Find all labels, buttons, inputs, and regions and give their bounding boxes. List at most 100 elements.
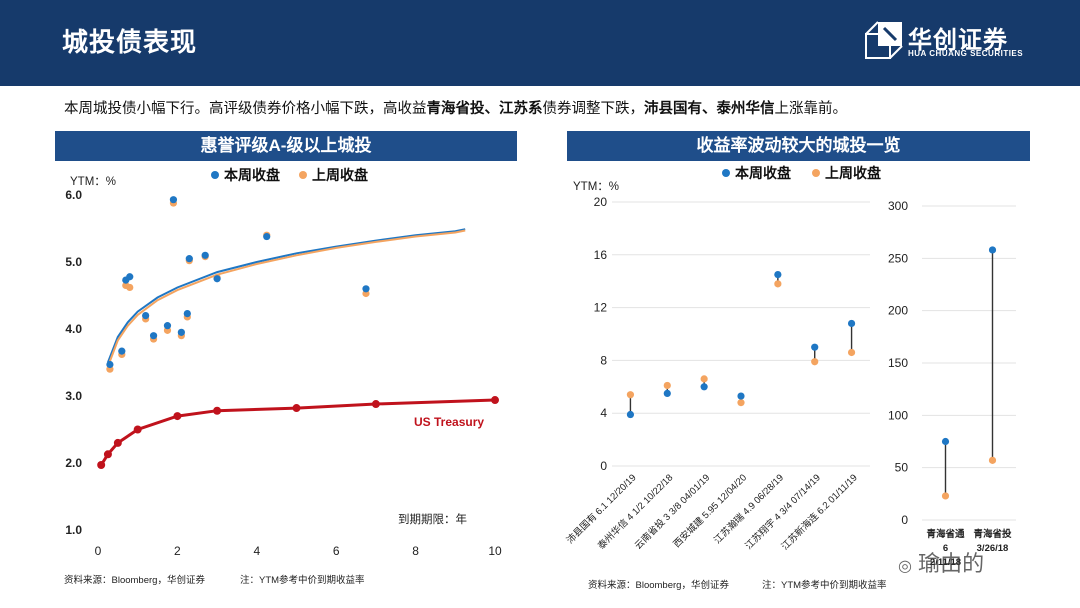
data-point (811, 343, 819, 351)
data-point (126, 273, 134, 281)
x-tick-label: 江苏瀚瑞 4.9 06/28/19 (711, 472, 786, 547)
treasury-label: US Treasury (414, 415, 484, 429)
x-tick-label: 云南省投 3 3/8 04/01/19 (632, 472, 712, 552)
left-source: 资料来源：Bloomberg，华创证券 (64, 575, 205, 586)
left-chart: 1.0 2.0 3.0 4.0 5.0 6.0 0 2 4 6 8 10 YTM：% 到期期限：年 本周收盘… (65, 167, 502, 558)
treasury-point (97, 461, 106, 470)
y-tick-label: 8 (600, 353, 607, 367)
fit-line (106, 229, 466, 367)
data-point (737, 399, 745, 407)
x-tick-label: 泰州华信 4 1/2 10/22/18 (595, 472, 675, 552)
legend-marker (812, 169, 820, 177)
x-tick-label-right: 青海省投 (973, 528, 1012, 540)
data-point (941, 437, 950, 446)
y-axis-label: YTM：% (70, 176, 116, 188)
data-point (185, 255, 193, 263)
logo-text-cn: 华创证券 (908, 27, 1008, 54)
x-axis-label: 到期期限：年 (398, 512, 467, 526)
data-point (142, 312, 150, 320)
x-tick-label: 4 (253, 544, 260, 558)
x-tick-label: 沛县国有 6.1 12/20/19 (564, 472, 639, 547)
data-point (988, 456, 997, 464)
data-point (169, 196, 178, 204)
treasury-point (292, 404, 301, 413)
data-point (700, 375, 708, 383)
data-point (811, 358, 819, 366)
wechat-icon: ◎ (898, 558, 912, 575)
data-point (263, 232, 271, 241)
logo-mark-icon (865, 21, 903, 59)
y-tick-label: 3.0 (65, 389, 82, 403)
data-point (126, 283, 134, 292)
legend-marker (211, 171, 219, 179)
x-tick-label: 江苏新海连 6.2 01/11/19 (779, 472, 860, 553)
data-point (201, 251, 209, 259)
right-source: 资料来源：Bloomberg，华创证券 (588, 580, 729, 591)
x-tick-label: 江苏翔宇 4 3/4 07/14/19 (743, 472, 823, 552)
data-point (774, 280, 782, 288)
y-tick-label: 6.0 (65, 188, 82, 202)
x-tick-label-right: 青海省通 (926, 528, 965, 540)
left-note: 注：YTM参考中价到期收益率 (240, 575, 365, 586)
data-point (106, 360, 114, 369)
y-axis-label: YTM：% (573, 181, 619, 193)
data-point (941, 492, 950, 500)
y-tick-label-right: 0 (901, 513, 908, 527)
data-point (183, 309, 191, 318)
legend-marker (299, 171, 307, 179)
treasury-point (213, 406, 222, 415)
data-point (177, 328, 185, 336)
data-point (663, 389, 671, 397)
treasury-point (133, 425, 142, 434)
left-chart-title: 惠誉评级A-级以上城投 (55, 131, 517, 161)
y-tick-label: 0 (600, 459, 607, 473)
watermark: ◎ 瑜由的 (898, 546, 984, 578)
data-point (163, 322, 172, 330)
data-point (774, 271, 782, 279)
x-tick-label: 10 (488, 544, 502, 558)
data-point (847, 319, 856, 328)
summary-part-2: 债券调整下跌， (542, 101, 645, 117)
data-point (149, 332, 158, 340)
summary-text: 本周城投债小幅下行。高评级债券价格小幅下跌，高收益青海省投、江苏系债券调整下跌，… (64, 97, 847, 118)
y-tick-label: 16 (594, 248, 608, 262)
y-tick-label: 12 (594, 301, 608, 315)
y-tick-label: 2.0 (65, 456, 82, 470)
data-point (700, 383, 708, 391)
fit-line (106, 228, 466, 363)
data-point (988, 246, 997, 254)
logo: 华创证券 HUA CHUANG SECURITIES (864, 18, 1064, 66)
legend-label: 本周收盘 (224, 167, 280, 183)
legend-marker (722, 169, 730, 177)
legend-label: 本周收盘 (735, 165, 791, 181)
data-point (626, 410, 635, 419)
legend-label: 上周收盘 (825, 165, 881, 181)
watermark-text: 瑜由的 (918, 551, 985, 576)
right-chart-title: 收益率波动较大的城投一览 (567, 131, 1030, 161)
x-tick-label-right: 3/26/18 (977, 543, 1009, 554)
y-tick-label-right: 100 (888, 408, 908, 422)
x-tick-label: 8 (412, 544, 419, 558)
data-point (362, 285, 370, 293)
y-tick-label: 1.0 (65, 523, 82, 537)
data-point (626, 391, 635, 399)
summary-bold-1: 青海省投、江苏系 (426, 101, 543, 117)
y-tick-label: 4 (600, 406, 607, 420)
y-tick-label: 4.0 (65, 322, 82, 336)
y-tick-label: 5.0 (65, 255, 82, 269)
treasury-point (103, 450, 112, 459)
y-tick-label-right: 300 (888, 199, 908, 213)
data-point (737, 392, 745, 400)
summary-part-1: 本周城投债小幅下行。高评级债券价格小幅下跌，高收益 (64, 101, 427, 117)
summary-part-3: 上涨靠前。 (774, 101, 848, 117)
y-tick-label-right: 150 (888, 356, 908, 370)
y-tick-label-right: 200 (888, 304, 908, 318)
treasury-point (491, 396, 499, 405)
x-tick-label-right: 6 (943, 543, 948, 554)
logo-text-en: HUA CHUANG SECURITIES (908, 49, 1024, 58)
y-tick-label: 20 (594, 195, 608, 209)
treasury-point (113, 438, 122, 447)
x-tick-label-right: 2/11/18 (930, 557, 961, 568)
summary-bold-2: 沛县国有、泰州华信 (644, 101, 775, 117)
